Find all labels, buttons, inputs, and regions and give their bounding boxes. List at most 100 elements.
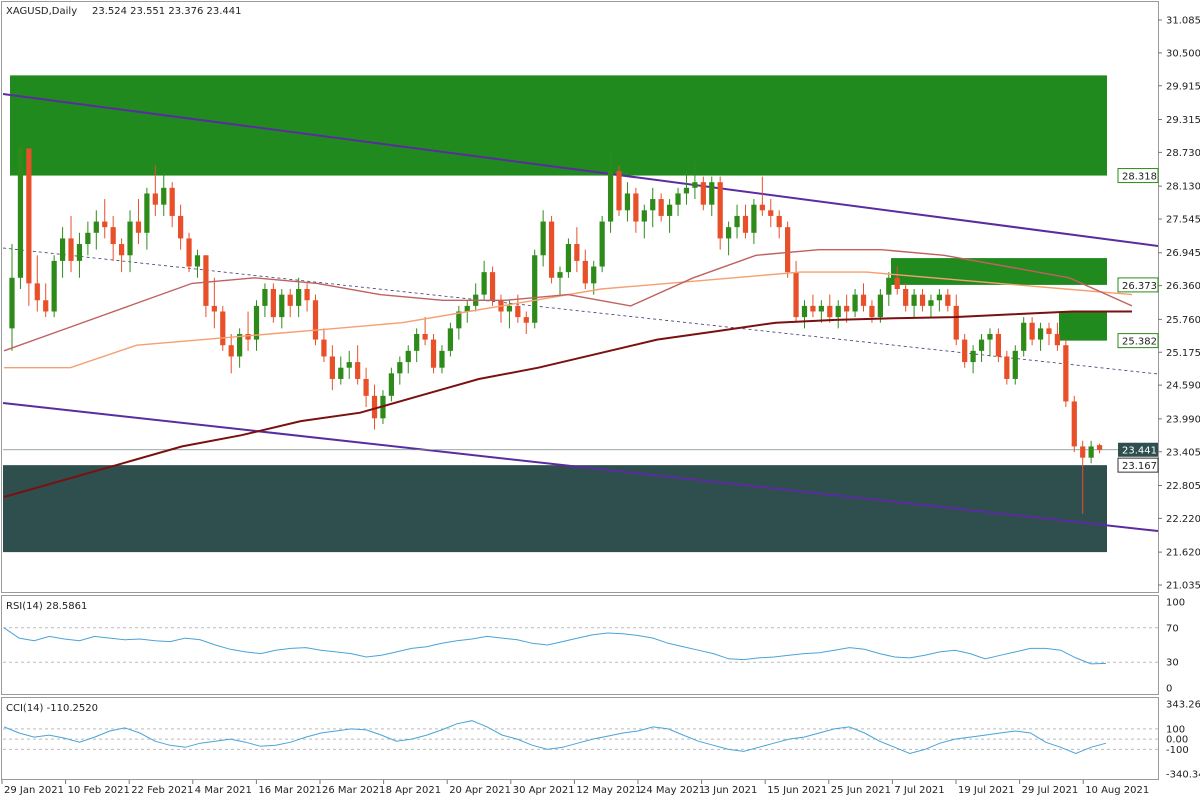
y-tick-label: 27.545 xyxy=(1166,215,1200,226)
price-badge-bg xyxy=(1117,333,1159,349)
candle-body xyxy=(194,255,201,267)
y-tick-label: 23.990 xyxy=(1166,414,1200,425)
candle-body xyxy=(355,362,361,379)
y-tick-label: 21.620 xyxy=(1166,548,1200,559)
rsi-tick-label: 100 xyxy=(1166,598,1185,609)
y-tick-label: 24.590 xyxy=(1166,381,1200,392)
candle-body xyxy=(439,350,445,368)
x-tick-label: 16 Mar 2021 xyxy=(258,785,321,796)
price-badge: 26.373 xyxy=(1122,281,1157,292)
candle-body xyxy=(1096,445,1103,450)
y-tick-label: 28.130 xyxy=(1166,182,1200,193)
rsi-tick-label: 0 xyxy=(1166,684,1172,695)
candle-body xyxy=(717,182,723,239)
x-tick-label: 15 Jun 2021 xyxy=(767,785,827,796)
zones-layer xyxy=(3,75,1107,553)
candle-body xyxy=(734,215,740,228)
current-price-badge-bg xyxy=(1118,442,1158,457)
current-price-badge: 23.441 xyxy=(1122,446,1157,457)
price-badge: 23.167 xyxy=(1122,461,1157,472)
candle-body xyxy=(203,255,209,306)
y-tick-label: 23.405 xyxy=(1166,447,1200,458)
x-tick-label: 25 Jun 2021 xyxy=(831,785,891,796)
price-badge-bg xyxy=(1117,168,1159,184)
candle-body xyxy=(987,333,993,340)
candle-body xyxy=(430,339,437,368)
candle-body xyxy=(751,204,757,233)
candle-body xyxy=(26,148,32,284)
zone-2 xyxy=(1059,311,1107,341)
rsi-tick-label: 30 xyxy=(1166,658,1179,669)
candle-body xyxy=(953,305,959,340)
candle-body xyxy=(127,221,133,256)
candle-body xyxy=(59,238,66,261)
candle-body xyxy=(506,305,513,312)
candle-body xyxy=(1046,328,1052,334)
candle-body xyxy=(152,193,158,205)
candle-body xyxy=(666,204,673,216)
cci-label: CCI(14) -110.2520 xyxy=(6,703,98,714)
y-tick-label: 25.760 xyxy=(1166,315,1200,326)
price-badge-bg xyxy=(1117,277,1159,293)
candle-body xyxy=(591,266,597,284)
candle-body xyxy=(945,294,951,306)
rsi-layer: 100 70 30 0 xyxy=(3,598,1185,695)
candle-body xyxy=(776,215,782,228)
candle-body xyxy=(161,187,167,205)
price-badges: 28.318 26.373 25.382 23.167 23.441 xyxy=(1117,168,1159,473)
candle-body xyxy=(245,333,251,340)
x-tick-label: 10 Aug 2021 xyxy=(1085,785,1149,796)
candle-body xyxy=(1029,322,1035,340)
x-tick-label: 20 Apr 2021 xyxy=(449,785,511,796)
candle-body xyxy=(43,300,49,312)
candle-body xyxy=(296,289,302,306)
candle-body xyxy=(641,210,647,222)
candle-body xyxy=(85,232,91,245)
cci-tick-label: -340.343 xyxy=(1166,770,1200,781)
candle-body xyxy=(936,294,942,301)
cci-line xyxy=(3,720,1107,755)
candle-body xyxy=(919,294,926,306)
candle-body xyxy=(270,289,276,318)
candle-body xyxy=(675,193,681,205)
x-tick-label: 3 Jun 2021 xyxy=(704,785,758,796)
candle-body xyxy=(321,339,327,357)
candle-body xyxy=(489,272,496,301)
x-tick-label: 29 Jan 2021 xyxy=(4,785,64,796)
y-tick-label: 22.805 xyxy=(1166,481,1200,492)
candle-body xyxy=(304,289,310,301)
candle-body xyxy=(886,277,892,295)
candle-body xyxy=(835,305,841,318)
candle-body xyxy=(650,199,656,211)
candle-body xyxy=(102,221,108,228)
candle-body xyxy=(237,333,243,357)
candle-body xyxy=(312,300,319,340)
candle-body xyxy=(532,255,538,323)
cci-tick-label: -100 xyxy=(1166,745,1189,756)
candle-body xyxy=(447,328,454,351)
price-badge-bg xyxy=(1117,457,1159,473)
candle-body xyxy=(346,362,352,368)
y-tick-label: 31.085 xyxy=(1166,16,1200,27)
candle-body xyxy=(810,305,816,312)
candle-body xyxy=(768,210,774,216)
y-tick-label: 26.945 xyxy=(1166,248,1200,259)
candle-body xyxy=(34,283,40,301)
candle-body xyxy=(827,305,833,318)
candle-body xyxy=(93,221,99,233)
rsi-line xyxy=(3,627,1107,665)
candle-body xyxy=(253,305,260,340)
candle-body xyxy=(211,305,217,312)
x-tick-label: 24 May 2021 xyxy=(640,785,705,796)
candle-body xyxy=(801,305,808,318)
candle-body xyxy=(540,221,546,256)
candle-body xyxy=(962,339,968,363)
x-tick-label: 7 Jul 2021 xyxy=(894,785,944,796)
price-badge: 28.318 xyxy=(1122,172,1157,183)
rsi-panel-frame xyxy=(1,595,1159,695)
channel-upper-line xyxy=(2,93,1159,247)
candle-body xyxy=(793,272,799,318)
x-tick-label: 26 Mar 2021 xyxy=(322,785,385,796)
candle-body xyxy=(363,378,369,396)
